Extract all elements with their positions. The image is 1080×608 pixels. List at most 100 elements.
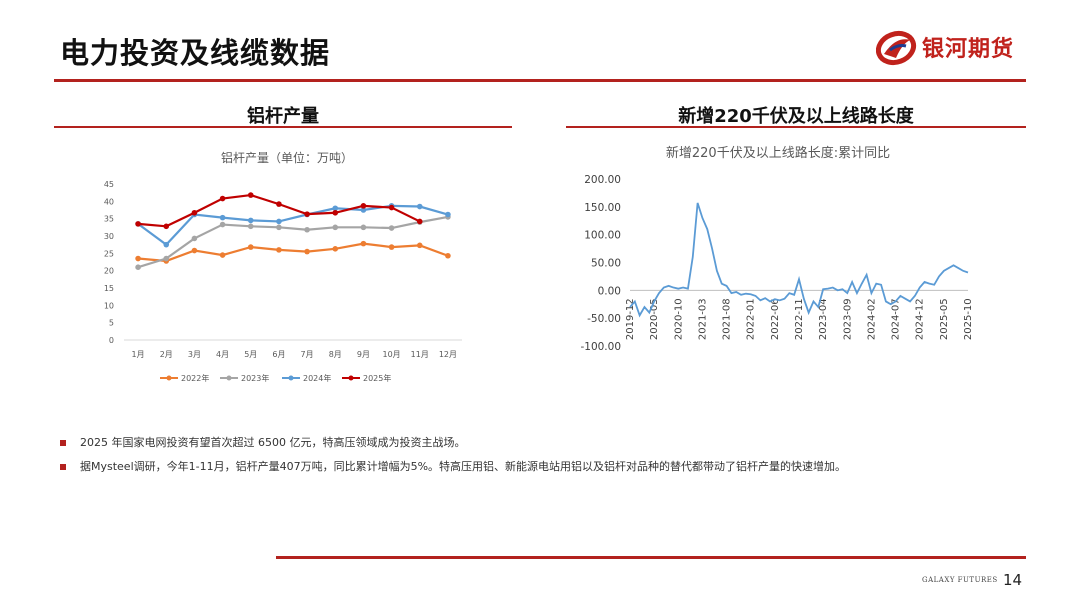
right-section-title: 新增220千伏及以上线路长度 [678, 106, 914, 127]
data-point [388, 204, 395, 211]
data-point [135, 221, 141, 227]
legend-marker [226, 375, 232, 381]
y-tick-label: 35 [104, 215, 114, 224]
legend-marker [288, 375, 294, 381]
bullet-text: 2025 年国家电网投资有望首次超过 6500 亿元，特高压领域成为投资主战场。 [80, 436, 466, 449]
data-point [276, 247, 282, 253]
data-point [360, 207, 367, 213]
data-point [332, 224, 339, 231]
series-line-2024年 [137, 204, 449, 247]
data-point [276, 201, 282, 207]
data-point [191, 247, 198, 254]
data-point [219, 221, 226, 228]
top-divider [54, 79, 1026, 82]
x-tick-label: 2020-05 [649, 298, 660, 340]
y-tick-label: -100.00 [580, 341, 621, 353]
page-number: 14 [1003, 571, 1023, 589]
data-point [360, 224, 367, 231]
data-point [247, 244, 254, 250]
data-point [276, 218, 282, 225]
data-point [304, 226, 310, 233]
y-tick-label: 10 [104, 301, 114, 310]
data-point [388, 225, 395, 231]
x-tick-label: 2020-10 [673, 298, 684, 340]
x-tick-label: 2025-10 [963, 298, 974, 340]
data-point [276, 224, 282, 231]
y-tick-label: 15 [104, 284, 114, 293]
y-tick-label: 100.00 [584, 230, 621, 242]
legend-marker [166, 375, 172, 381]
left-section-title: 铝杆产量 [247, 106, 319, 127]
logo-text: 银河期货 [922, 37, 1015, 62]
x-tick-label: 2月 [160, 350, 173, 359]
galaxy-logo [876, 30, 917, 66]
x-tick-label: 5月 [244, 350, 257, 359]
chart-title: 铝杆产量（单位：万吨） [221, 150, 353, 165]
x-tick-label: 9月 [357, 350, 370, 359]
x-tick-label: 2022-06 [770, 298, 781, 340]
data-point [445, 252, 451, 259]
y-tick-label: 5 [109, 319, 114, 328]
x-tick-label: 3月 [188, 350, 201, 359]
right-section-divider [566, 126, 1026, 128]
y-tick-label: 150.00 [584, 202, 621, 214]
series-line-2022年 [137, 242, 449, 263]
data-point [135, 255, 141, 262]
x-tick-label: 11月 [411, 350, 429, 359]
x-tick-label: 12月 [439, 350, 457, 359]
data-point [191, 235, 198, 242]
y-tick-label: 25 [104, 249, 114, 258]
data-point [332, 209, 339, 216]
x-tick-label: 4月 [216, 350, 229, 359]
y-tick-label: 45 [104, 180, 114, 189]
bullet-text: 据Mysteel调研，今年1-11月，铝杆产量407万吨，同比累计增幅为5%。特… [80, 460, 847, 473]
y-tick-label: -50.00 [587, 313, 621, 325]
legend-label: 2023年 [241, 373, 269, 383]
x-tick-label: 8月 [329, 350, 342, 359]
data-point [247, 217, 254, 224]
y-tick-label: 0.00 [598, 285, 621, 297]
legend-label: 2025年 [363, 373, 391, 383]
footer-brand: GALAXY FUTURES [922, 576, 998, 584]
data-point [445, 211, 451, 218]
data-point [360, 240, 367, 247]
y-tick-label: 0 [109, 336, 114, 345]
y-tick-label: 50.00 [591, 258, 621, 270]
transmission-line-yoy-chart: 新增220千伏及以上线路长度:累计同比 -100.00 -50.00 0.00 50.… [580, 145, 974, 353]
x-tick-label: 6月 [272, 350, 285, 359]
bullet-item: 据Mysteel调研，今年1-11月，铝杆产量407万吨，同比累计增幅为5%。特… [60, 460, 1020, 474]
data-point [416, 203, 423, 210]
data-point [163, 255, 170, 262]
x-tick-label: 2022-11 [794, 298, 805, 340]
y-tick-label: 20 [104, 267, 114, 276]
data-point [247, 192, 254, 198]
bullet-marker [60, 440, 66, 446]
x-tick-label: 2021-03 [697, 298, 708, 340]
x-tick-label: 2019-12 [625, 298, 636, 340]
data-point [360, 203, 367, 209]
data-point [135, 264, 141, 270]
data-point [332, 205, 339, 212]
x-tick-label: 7月 [301, 350, 314, 359]
legend-marker [348, 375, 354, 381]
y-tick-label: 30 [104, 232, 114, 241]
y-tick-label: 200.00 [584, 174, 621, 186]
data-point [332, 246, 339, 252]
data-point [304, 211, 310, 217]
legend-label: 2022年 [181, 373, 209, 383]
page-title: 电力投资及线缆数据 [60, 36, 331, 70]
x-tick-label: 10月 [382, 350, 400, 359]
data-point [163, 223, 170, 230]
data-point [388, 244, 395, 250]
data-point [416, 242, 423, 249]
series-line-2023年 [137, 215, 449, 269]
x-tick-label: 2024-12 [915, 298, 926, 340]
data-point [191, 209, 198, 216]
data-point [304, 248, 310, 255]
data-point [163, 241, 170, 248]
bullet-list: 2025 年国家电网投资有望首次超过 6500 亿元，特高压领域成为投资主战场。… [60, 436, 1020, 484]
bullet-item: 2025 年国家电网投资有望首次超过 6500 亿元，特高压领域成为投资主战场。 [60, 436, 1020, 450]
legend-label: 2024年 [303, 373, 331, 383]
bottom-divider [276, 556, 1026, 559]
x-tick-label: 2024-07 [891, 298, 902, 340]
